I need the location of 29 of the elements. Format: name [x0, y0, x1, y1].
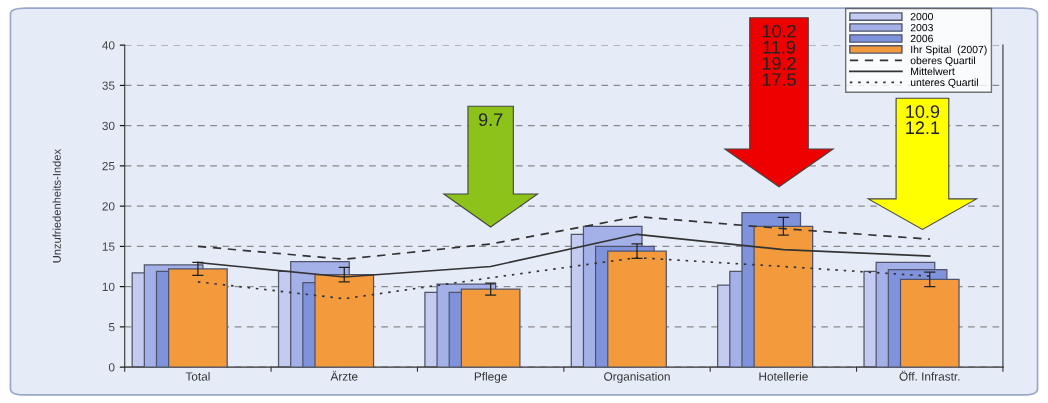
legend-label: oberes Quartil: [910, 56, 975, 67]
x-tick-label: Pflege: [474, 371, 507, 383]
y-tick-label: 35: [102, 81, 115, 90]
annotation: 10.9 12.1: [906, 105, 940, 134]
line-series: [197, 233, 931, 278]
x-tick-label: Öff. Infrastr.: [899, 370, 960, 381]
x-tick-label: Organisation: [604, 371, 670, 383]
y-tick-label: 20: [102, 202, 115, 211]
annotation: 9.7: [478, 113, 503, 127]
legend-label: Ihr Spital (2007): [911, 45, 987, 56]
y-tick-label: 30: [102, 121, 115, 131]
y-tick-label: 25: [102, 161, 115, 171]
y-tick-label: 15: [102, 242, 115, 251]
legend-label: 2003: [910, 23, 933, 32]
y-tick-label: 40: [102, 41, 115, 50]
y-tick-label: 5: [108, 323, 115, 332]
y-tick-label: 0: [108, 363, 115, 372]
x-tick-label: Hotellerie: [759, 371, 808, 381]
line-series: [197, 215, 931, 261]
legend-label: unteres Quartil: [910, 78, 978, 88]
y-axis-title: Unzufriedenheits-Index: [52, 149, 61, 263]
legend-label: Mittelwert: [911, 67, 955, 76]
x-tick-label: Total: [185, 371, 210, 381]
annotation: 10.2 11.9 19.2 17.5: [762, 24, 796, 86]
legend-label: 2000: [910, 12, 934, 21]
line-series: [197, 256, 931, 300]
legend-label: 2006: [910, 34, 933, 43]
y-tick-label: 10: [102, 282, 115, 292]
x-tick-label: Ärzte: [330, 370, 358, 381]
